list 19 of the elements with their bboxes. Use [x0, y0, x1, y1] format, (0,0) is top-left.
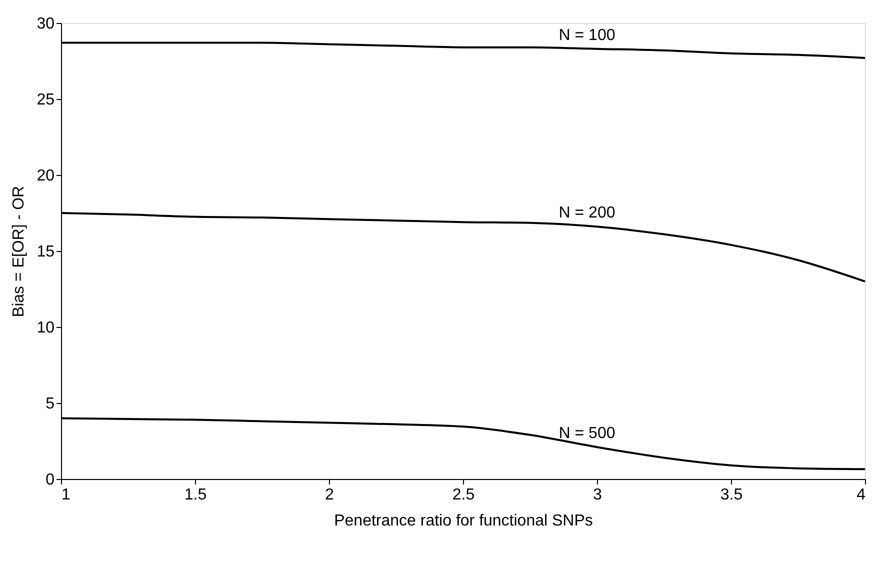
x-tick-label: 1.5: [184, 486, 207, 504]
x-tick-label: 2: [325, 486, 334, 504]
y-axis-title: Bias = E[OR] - OR: [10, 186, 28, 318]
y-tick-label: 10: [36, 320, 55, 336]
x-tick-label: 2.5: [452, 486, 475, 504]
series-label: N = 100: [558, 26, 616, 44]
x-axis-title: Penetrance ratio for functional SNPs: [334, 512, 593, 530]
y-tick-label: 25: [36, 92, 55, 108]
y-tick-label: 20: [36, 168, 55, 184]
y-tick-label: 30: [36, 16, 55, 32]
series-label: N = 200: [558, 204, 616, 222]
y-tick-label: 5: [46, 396, 55, 412]
y-tick-label: 15: [36, 244, 55, 260]
x-tick-label: 3.5: [720, 486, 743, 504]
x-tick-label: 1: [62, 486, 70, 504]
x-tick-label: 3: [593, 486, 602, 504]
x-tick-label: 4: [856, 486, 866, 504]
y-tick-label: 0: [46, 472, 55, 488]
series-label: N = 500: [558, 425, 616, 442]
